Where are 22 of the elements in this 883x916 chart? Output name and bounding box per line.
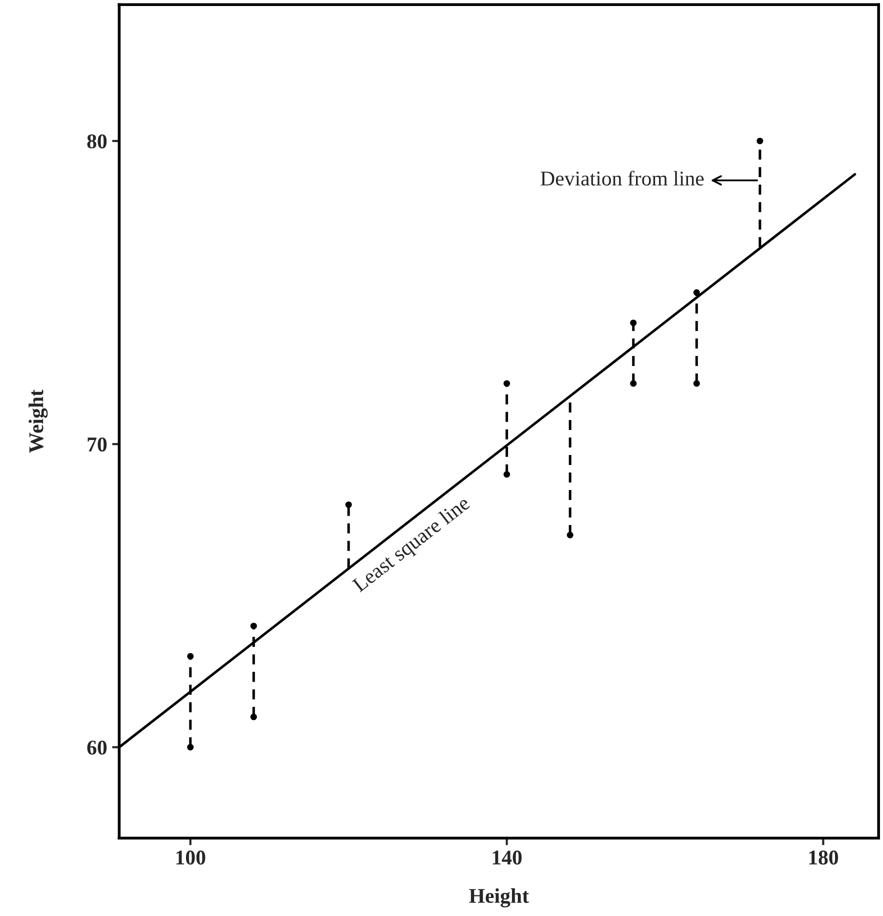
point — [693, 380, 700, 387]
point — [566, 532, 574, 538]
point — [756, 138, 764, 144]
point — [630, 380, 637, 387]
point — [187, 744, 194, 750]
point — [504, 471, 510, 478]
x-tick-label: 100 — [176, 850, 206, 865]
y-tick-label: 70 — [88, 437, 107, 452]
point — [504, 380, 510, 387]
point — [250, 622, 257, 630]
x-tick-label: 140 — [492, 850, 522, 865]
point — [345, 501, 352, 508]
y-axis-title: Weight — [28, 390, 48, 453]
y-tick-label: 80 — [87, 134, 107, 148]
point — [250, 714, 257, 720]
x-axis-title: Height — [469, 888, 529, 908]
point — [693, 289, 700, 296]
point — [630, 320, 637, 326]
x-tick-label: 180 — [809, 850, 838, 865]
y-tick-label: 60 — [87, 740, 107, 755]
point — [187, 653, 194, 660]
annotation: Deviation from line — [540, 170, 704, 186]
